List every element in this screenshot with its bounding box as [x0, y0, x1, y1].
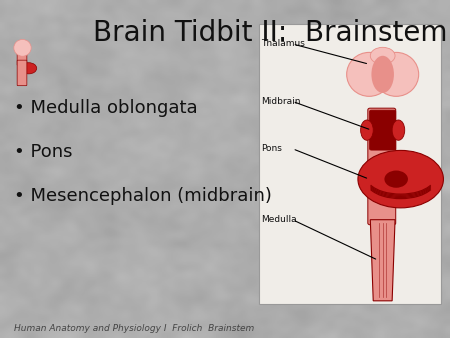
- Ellipse shape: [346, 52, 392, 96]
- Text: • Medulla oblongata: • Medulla oblongata: [14, 99, 197, 117]
- Text: • Pons: • Pons: [14, 143, 72, 161]
- Text: Thalamus: Thalamus: [261, 40, 305, 48]
- Ellipse shape: [14, 40, 31, 56]
- Ellipse shape: [370, 47, 395, 64]
- FancyBboxPatch shape: [368, 108, 396, 225]
- Text: Human Anatomy and Physiology I  Frolich  Brainstem: Human Anatomy and Physiology I Frolich B…: [14, 324, 254, 333]
- Ellipse shape: [360, 120, 373, 140]
- Text: Brain Tidbit II:  Brainstem: Brain Tidbit II: Brainstem: [93, 19, 447, 47]
- Ellipse shape: [371, 56, 394, 93]
- Text: Pons: Pons: [261, 144, 282, 153]
- Text: • Mesencephalon (midbrain): • Mesencephalon (midbrain): [14, 187, 271, 205]
- FancyBboxPatch shape: [17, 47, 27, 65]
- Text: Medulla: Medulla: [261, 215, 297, 224]
- Text: Midbrain: Midbrain: [261, 97, 301, 106]
- Ellipse shape: [358, 150, 443, 208]
- Ellipse shape: [384, 171, 408, 188]
- FancyBboxPatch shape: [259, 24, 441, 304]
- Ellipse shape: [21, 63, 37, 74]
- FancyBboxPatch shape: [369, 110, 396, 150]
- Polygon shape: [370, 220, 395, 301]
- Ellipse shape: [392, 120, 405, 140]
- FancyBboxPatch shape: [17, 60, 27, 86]
- Ellipse shape: [374, 52, 419, 96]
